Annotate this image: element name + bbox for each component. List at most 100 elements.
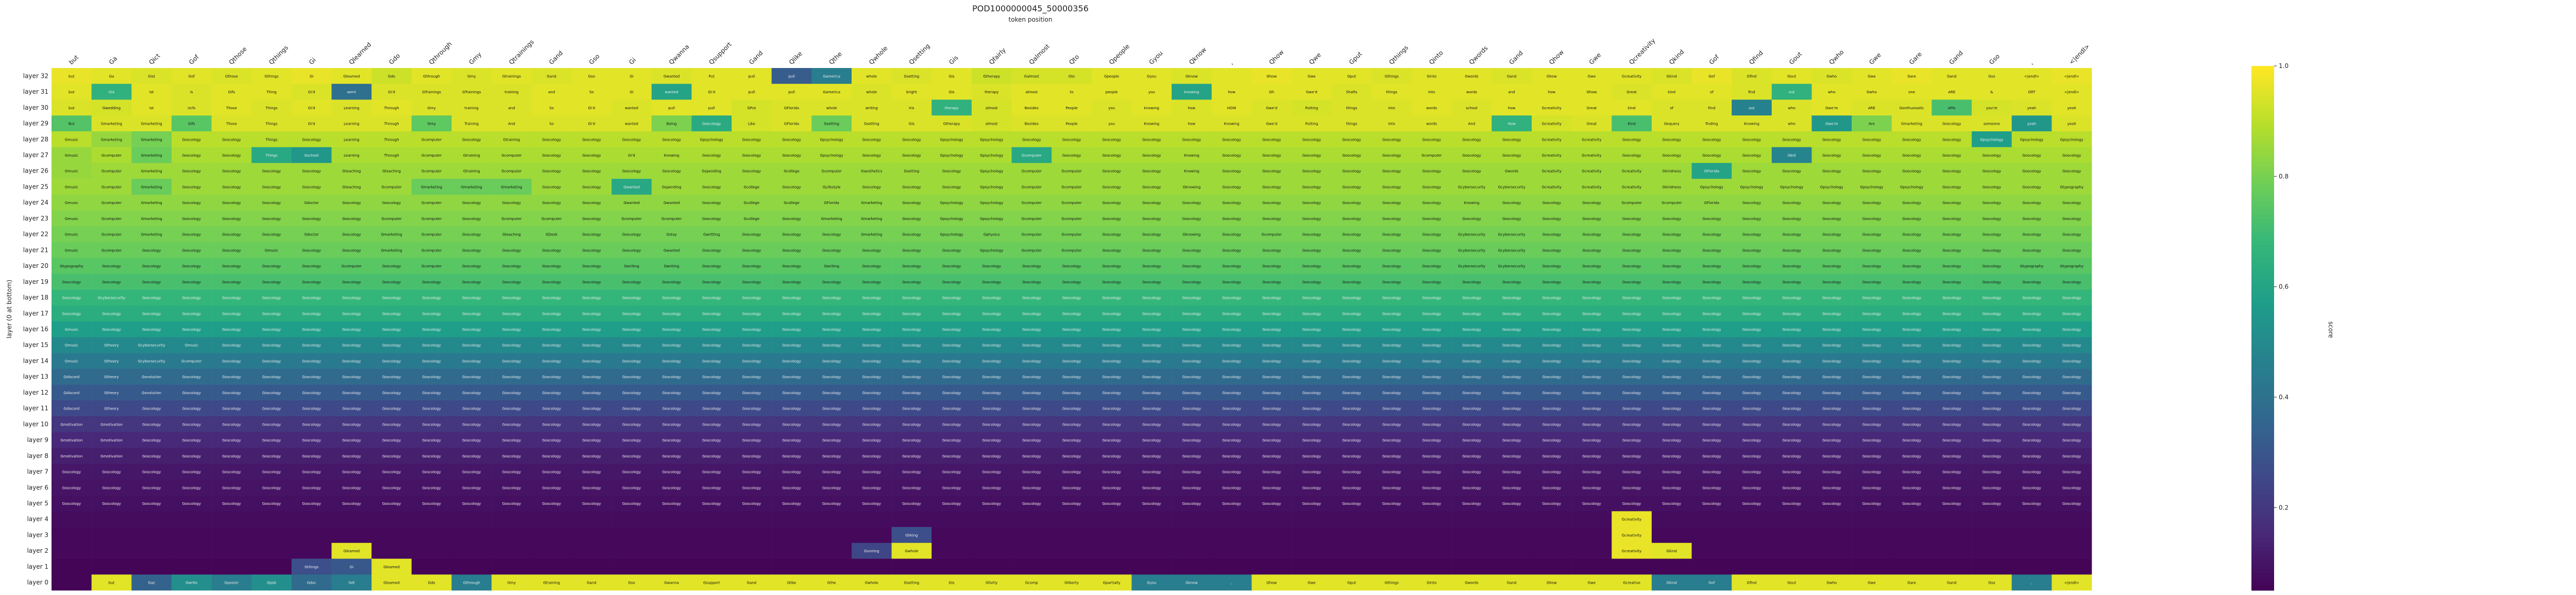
cell-label: Goscology bbox=[1462, 407, 1481, 411]
cell-label: Goscology bbox=[142, 296, 161, 300]
cell-label: Goscology bbox=[1982, 454, 2001, 458]
cell-label: Goscology bbox=[702, 248, 721, 252]
cell-label: Gpsychology bbox=[980, 217, 1003, 221]
heatmap-cell bbox=[52, 527, 92, 543]
cell-label: Gcybersecurity bbox=[98, 296, 125, 300]
cell-label: Goscology bbox=[1222, 185, 1241, 189]
cell-label: Goscology bbox=[742, 296, 761, 300]
heatmap-cell bbox=[91, 558, 132, 575]
heatmap-cell bbox=[291, 194, 332, 211]
cell-label: Goscology bbox=[1582, 344, 1601, 348]
heatmap-cell bbox=[1371, 115, 1412, 132]
cell-label: Goscology bbox=[1782, 201, 1801, 205]
cell-label: Goscology bbox=[1302, 169, 1321, 174]
heatmap-cell bbox=[1972, 115, 2012, 132]
cell-label: Gstay bbox=[666, 233, 676, 237]
y-tick-label: layer 15 bbox=[23, 342, 48, 349]
cell-label: Goscology bbox=[1982, 169, 2001, 174]
cell-label: Goscology bbox=[102, 328, 121, 332]
heatmap-cell bbox=[1251, 542, 1292, 559]
cell-label: training bbox=[465, 106, 479, 110]
cell-label: Goscology bbox=[262, 502, 281, 506]
cell-label: Goscology bbox=[462, 344, 481, 348]
cell-label: Goscology bbox=[1102, 154, 1121, 158]
cell-label: Goscology bbox=[1982, 201, 2001, 205]
colorbar-segment bbox=[2251, 341, 2274, 346]
heatmap-cell bbox=[1972, 83, 2012, 100]
heatmap-cell bbox=[732, 527, 772, 543]
cell-label: Goscology bbox=[862, 438, 881, 443]
heatmap-cell bbox=[1691, 147, 1732, 163]
cell-label: Goscology bbox=[1782, 454, 1801, 458]
cell-label: Goscology bbox=[1663, 328, 1681, 332]
heatmap-cell bbox=[1251, 115, 1292, 132]
cell-label: Goscology bbox=[1142, 359, 1161, 363]
cell-label: Goscology bbox=[1422, 201, 1441, 205]
cell-label: pull bbox=[668, 106, 675, 110]
cell-label: Goscology bbox=[222, 454, 241, 458]
cell-label: Goscology bbox=[1782, 328, 1801, 332]
heatmap-cell bbox=[891, 511, 932, 528]
cell-label: Gyou bbox=[1147, 581, 1156, 585]
heatmap-cell bbox=[1211, 83, 1252, 100]
heatmap-cell bbox=[371, 179, 412, 195]
cell-label: Goscology bbox=[382, 407, 401, 411]
cell-label: Goscology bbox=[1022, 359, 1041, 363]
heatmap-cell bbox=[1972, 163, 2012, 179]
cell-label: Goscology bbox=[1902, 391, 1921, 395]
cell-label: Goscology bbox=[622, 359, 641, 363]
x-tick-label: Qhow bbox=[1548, 48, 1565, 66]
cell-label: Goscology bbox=[1342, 391, 1361, 395]
cell-label: Gknow bbox=[1185, 74, 1198, 78]
cell-label: Goscology bbox=[742, 280, 761, 284]
heatmap-cell bbox=[1612, 99, 1652, 116]
cell-label: Goscology bbox=[142, 280, 161, 284]
cell-label: People bbox=[1065, 106, 1077, 110]
heatmap-cell bbox=[492, 99, 532, 116]
heatmap-cell bbox=[771, 163, 812, 179]
cell-label: Goscology bbox=[1822, 264, 1841, 268]
cell-label: Goscology bbox=[262, 375, 281, 379]
colorbar-segment bbox=[2251, 166, 2274, 172]
cell-label: Goscology bbox=[1502, 217, 1521, 221]
x-tick-label: Qthrough bbox=[428, 40, 453, 66]
cell-label: Goscology bbox=[2062, 169, 2081, 174]
heatmap-cell bbox=[1292, 83, 1332, 100]
cell-label: out bbox=[1749, 106, 1755, 110]
heatmap-cell bbox=[931, 131, 972, 147]
cell-label: <|endl> bbox=[2024, 74, 2039, 78]
cell-label: Goscology bbox=[1862, 296, 1881, 300]
cell-label: Goscology bbox=[382, 201, 401, 205]
heatmap-cell bbox=[1331, 163, 1372, 179]
heatmap-cell bbox=[492, 131, 532, 147]
heatmap-cell bbox=[1091, 147, 1132, 163]
cell-label: Goscology bbox=[982, 344, 1001, 348]
heatmap-cell bbox=[1172, 210, 1212, 227]
heatmap-cell bbox=[1011, 194, 1052, 211]
cell-label: Goscology bbox=[1422, 470, 1441, 474]
x-tick-label: Qict bbox=[147, 52, 161, 66]
heatmap-cell bbox=[612, 194, 652, 211]
cell-label: Goscology bbox=[1502, 359, 1521, 363]
cell-label: Goscology bbox=[1822, 470, 1841, 474]
cell-label: Gpsb bbox=[267, 581, 277, 585]
heatmap-cell bbox=[1571, 511, 1612, 528]
cell-label: Like bbox=[748, 122, 755, 126]
cell-label: Goscology bbox=[1982, 217, 2001, 221]
cell-label: Gcomputer bbox=[421, 264, 442, 268]
heatmap-cell bbox=[251, 527, 292, 543]
heatmap-cell bbox=[732, 99, 772, 116]
cell-label: Goscology bbox=[1663, 154, 1681, 158]
x-tick-label: Qthings bbox=[1387, 44, 1410, 66]
heatmap-cell bbox=[771, 542, 812, 559]
heatmap-cell bbox=[1811, 115, 1852, 132]
cell-label: Gmusic bbox=[65, 169, 78, 174]
x-tick-label: , bbox=[2028, 60, 2035, 66]
cell-label: Gdo bbox=[428, 581, 435, 585]
heatmap-cell bbox=[1571, 527, 1612, 543]
cell-label: Goscology bbox=[1702, 154, 1721, 158]
colorbar-segment bbox=[2251, 328, 2274, 333]
y-tick-label: layer 3 bbox=[27, 531, 48, 538]
cell-label: Goscology bbox=[1342, 233, 1361, 237]
cell-label: GDesk bbox=[546, 233, 558, 237]
